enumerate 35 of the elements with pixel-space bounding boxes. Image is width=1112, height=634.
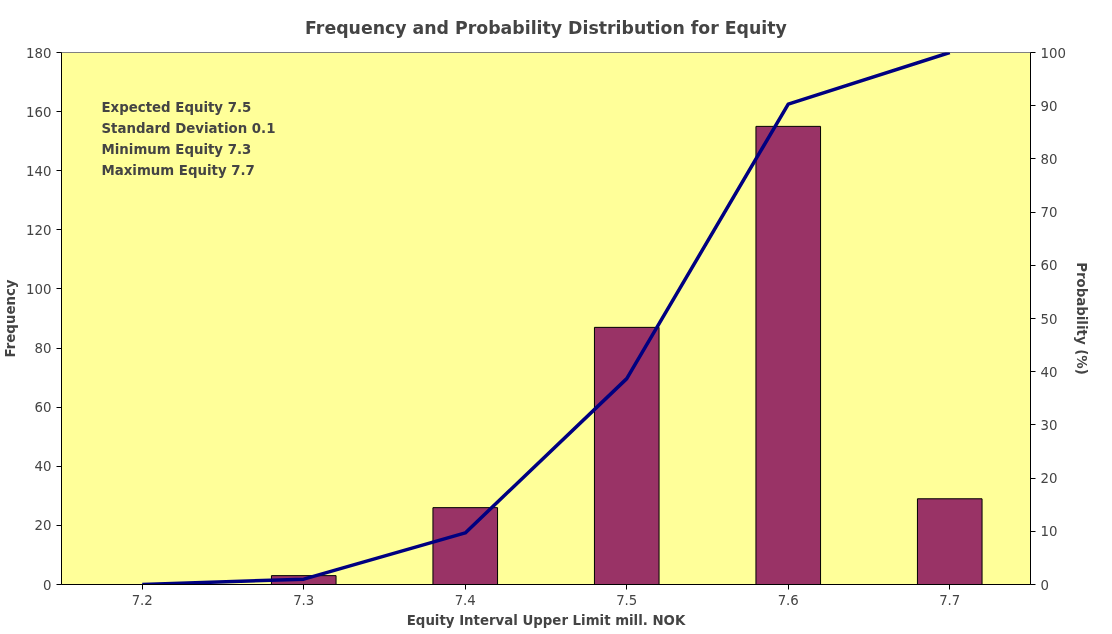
y2-tick-label: 10 xyxy=(1040,524,1058,540)
y2-tick-label: 60 xyxy=(1040,258,1058,274)
annotation: Maximum Equity 7.7 xyxy=(101,162,255,178)
annotation: Expected Equity 7.5 xyxy=(101,99,252,115)
y2-tick-label: 40 xyxy=(1040,364,1058,380)
x-axis-title: Equity Interval Upper Limit mill. NOK xyxy=(406,612,686,628)
annotation: Minimum Equity 7.3 xyxy=(101,141,252,157)
x-tick-label: 7.2 xyxy=(131,592,153,608)
y-tick-label: 0 xyxy=(43,577,52,593)
x-tick-label: 7.3 xyxy=(293,592,315,608)
chart-title: Frequency and Probability Distribution for Equity xyxy=(305,17,787,38)
y2-tick-label: 30 xyxy=(1040,417,1058,433)
y-tick-label: 100 xyxy=(26,281,52,297)
x-tick-label: 7.7 xyxy=(939,592,961,608)
y2-tick-label: 70 xyxy=(1040,205,1058,221)
x-tick-label: 7.6 xyxy=(777,592,799,608)
y-tick-label: 140 xyxy=(26,163,52,179)
y-tick-label: 20 xyxy=(34,518,52,534)
y-axis-title: Frequency xyxy=(3,279,19,358)
y2-tick-label: 50 xyxy=(1040,311,1058,327)
y-tick-label: 180 xyxy=(26,45,52,61)
y-tick-label: 120 xyxy=(26,222,52,238)
y2-tick-label: 0 xyxy=(1040,577,1049,593)
y2-tick-label: 100 xyxy=(1040,45,1066,61)
y-tick-label: 80 xyxy=(34,341,52,357)
annotation: Standard Deviation 0.1 xyxy=(101,120,276,136)
y-tick-label: 40 xyxy=(34,459,52,475)
y2-tick-label: 80 xyxy=(1040,151,1058,167)
y-tick-label: 160 xyxy=(26,104,52,120)
x-tick-label: 7.4 xyxy=(454,592,476,608)
y2-axis-title: Probability (%) xyxy=(1073,262,1089,375)
y-tick-label: 60 xyxy=(34,400,52,416)
y2-tick-label: 20 xyxy=(1040,471,1058,487)
x-tick-label: 7.5 xyxy=(616,592,638,608)
y2-tick-label: 90 xyxy=(1040,98,1058,114)
